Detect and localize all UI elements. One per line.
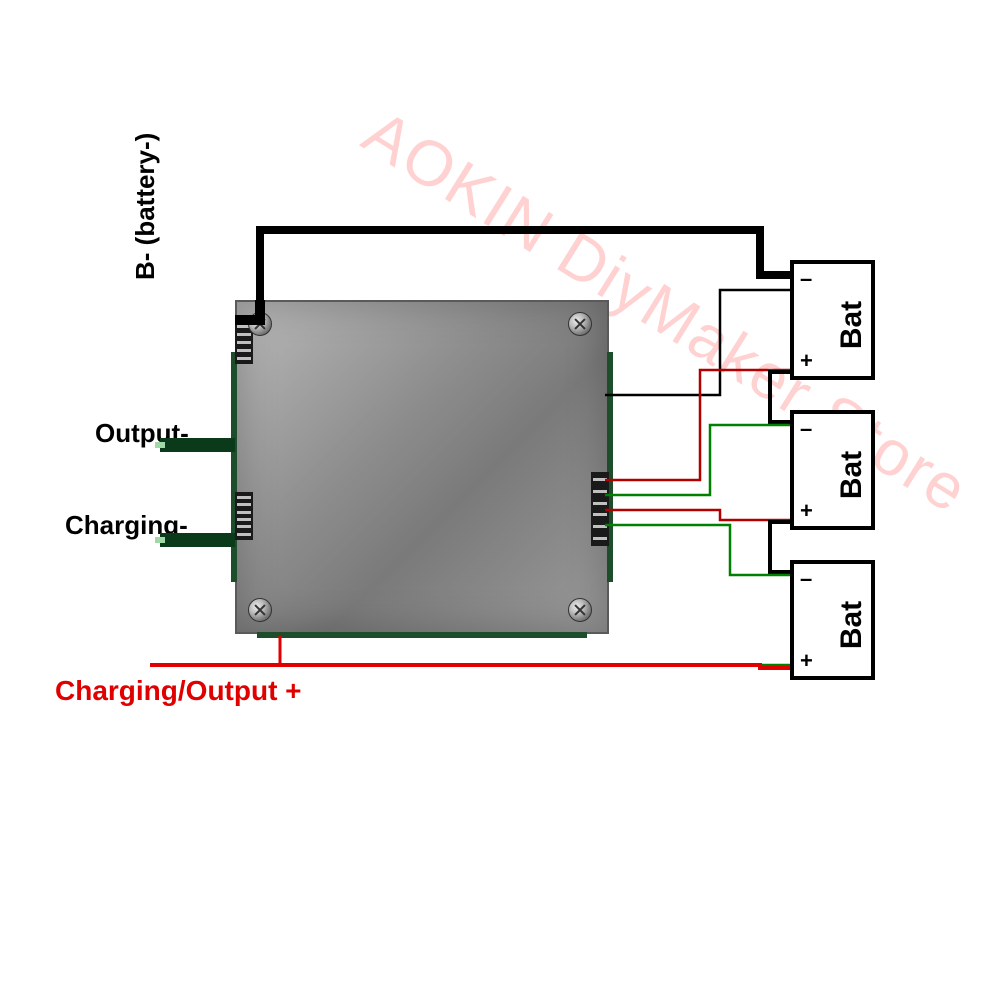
wire-positive-main <box>150 665 790 668</box>
pcb-screw <box>568 312 592 336</box>
battery-cell-2: – + Bat <box>790 410 875 530</box>
battery-label: Bat <box>835 601 869 649</box>
battery-minus-icon: – <box>800 418 812 440</box>
battery-cell-3: – + Bat <box>790 560 875 680</box>
battery-minus-icon: – <box>800 268 812 290</box>
battery-label: Bat <box>835 451 869 499</box>
battery-cell-1: – + Bat <box>790 260 875 380</box>
pin-header-left-2 <box>235 492 253 540</box>
pcb-screw <box>248 598 272 622</box>
battery-plus-icon: + <box>800 350 813 372</box>
label-charging-minus: Charging- <box>65 510 188 541</box>
battery-plus-icon: + <box>800 500 813 522</box>
pcb-screw <box>568 598 592 622</box>
bms-pcb-board <box>235 300 609 634</box>
label-output-minus: Output- <box>95 418 189 449</box>
label-b-minus: B- (battery-) <box>130 133 161 280</box>
pcb-edge-bottom <box>257 632 587 638</box>
battery-minus-icon: – <box>800 568 812 590</box>
pcb-edge-left <box>231 352 237 582</box>
pcb-edge-right <box>607 352 613 582</box>
label-charging-output-plus: Charging/Output + <box>55 675 302 707</box>
battery-label: Bat <box>835 301 869 349</box>
wire-balance-bat3-minus <box>605 525 790 575</box>
battery-plus-icon: + <box>800 650 813 672</box>
wire-balance-bat2-minus <box>605 425 790 495</box>
pcb-screw <box>248 312 272 336</box>
balance-connector <box>591 472 609 546</box>
wire-series-2-3 <box>770 522 790 572</box>
wire-balance-bat2-plus <box>605 510 790 520</box>
